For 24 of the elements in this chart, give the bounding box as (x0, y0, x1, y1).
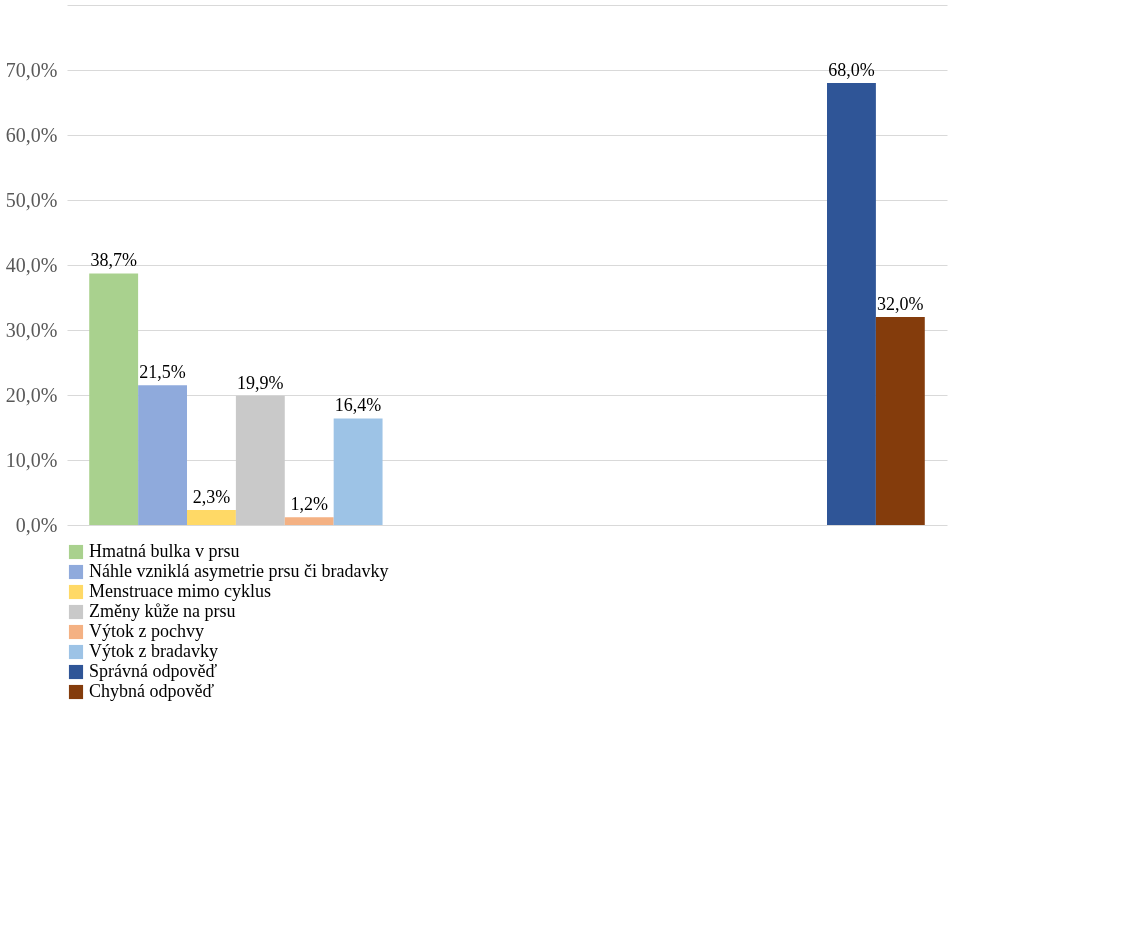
y-tick-label: 20,0% (5, 383, 58, 406)
legend-label: Hmatná bulka v prsu (89, 541, 240, 561)
legend-label: Náhle vzniklá asymetrie prsu či bradavky (89, 561, 389, 581)
y-tick-label: 40,0% (5, 253, 58, 276)
legend-label: Výtok z pochvy (89, 621, 204, 641)
y-tick-label: 50,0% (5, 188, 58, 211)
legend-label: Výtok z bradavky (89, 641, 218, 661)
data-label: 32,0% (877, 294, 924, 314)
legend-label: Chybná odpověď (89, 681, 215, 701)
legend-label: Menstruace mimo cyklus (89, 581, 271, 601)
data-label: 16,4% (334, 395, 382, 416)
data-label: 21,5% (139, 362, 186, 383)
y-tick-label: 10,0% (5, 448, 58, 471)
data-label: 2,3% (192, 487, 231, 508)
y-tick-label: 0,0% (15, 513, 58, 536)
data-label: 38,7% (90, 250, 137, 271)
y-tick-label: 60,0% (5, 123, 58, 146)
data-label: 1,2% (290, 494, 328, 515)
data-label: 19,9% (237, 372, 284, 393)
y-tick-label: 30,0% (5, 318, 58, 341)
y-tick-label: 70,0% (5, 58, 58, 81)
data-label: 68,0% (828, 60, 875, 80)
legend-label: Správná odpověď (89, 661, 218, 681)
legend-label: Změny kůže na prsu (89, 601, 236, 621)
